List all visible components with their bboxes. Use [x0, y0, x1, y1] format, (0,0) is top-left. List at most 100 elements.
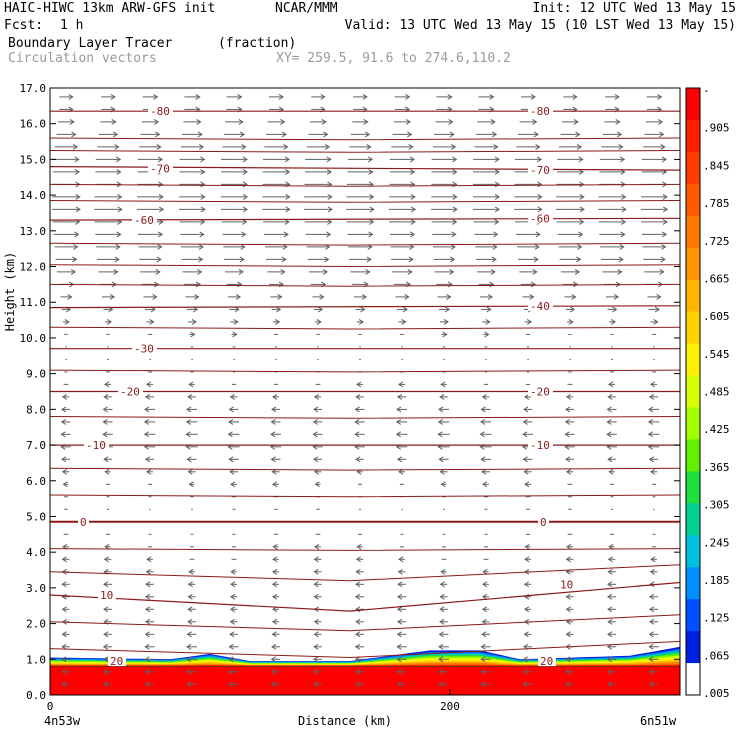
wind-vector-head [647, 418, 654, 425]
wind-vector-head [662, 218, 668, 225]
wind-vector-head [354, 431, 360, 438]
wind-vector-head [449, 131, 455, 138]
wind-vector-head [116, 168, 122, 175]
y-tick-label: 15.0 [20, 153, 47, 166]
wind-vector-head [64, 318, 70, 325]
colorbar-segment [686, 663, 700, 696]
wind-vector-head [439, 593, 445, 600]
wind-vector-head [439, 581, 445, 588]
wind-vector-head [607, 581, 613, 588]
wind-vector-head [648, 406, 654, 413]
wind-vector-head [481, 593, 488, 600]
wind-vector-head [103, 456, 109, 463]
wind-vector-head [440, 568, 446, 575]
wind-vector-head [482, 481, 488, 488]
wind-vector-head [313, 556, 319, 563]
wind-vector-head [324, 256, 330, 263]
wind-vector-head [481, 468, 487, 475]
wind-vector-head [228, 668, 234, 675]
wind-vector-head [648, 393, 655, 400]
wind-vector-head [242, 206, 249, 213]
wind-vector-head [228, 418, 234, 425]
wind-vector-head [158, 206, 165, 213]
wind-vector-head [440, 481, 446, 488]
wind-vector-head [229, 631, 235, 638]
wind-vector-head [438, 656, 444, 663]
wind-vector-head [67, 293, 73, 300]
wind-vector-head [313, 393, 320, 400]
wind-vector-head [229, 393, 235, 400]
wind-vector-head [157, 156, 164, 163]
wind-vector-head [437, 418, 443, 425]
wind-vector-head [442, 331, 448, 338]
wind-vector-head [661, 156, 668, 163]
wind-vector-head [486, 306, 492, 313]
wind-vector-head [327, 206, 333, 213]
wind-vector-head [106, 318, 113, 325]
wind-vector-head [103, 606, 109, 613]
wind-vector-head [661, 243, 667, 250]
wind-vector-head [285, 206, 291, 213]
wind-vector-head [439, 468, 445, 475]
wind-vector-head [61, 393, 68, 400]
contour-line [50, 581, 680, 612]
contour-line [50, 548, 680, 551]
colorbar-segment [686, 343, 700, 376]
wind-vector-head [145, 381, 152, 388]
wind-vector-head [197, 131, 203, 138]
wind-vector-head [313, 568, 319, 575]
wind-vector-head [230, 568, 236, 575]
tracer-band [50, 666, 680, 695]
wind-vector-head [280, 118, 286, 125]
wind-vector-head [156, 256, 162, 263]
wind-vector-head [572, 93, 578, 100]
wind-vector-head [522, 431, 528, 438]
wind-vector-head [271, 593, 278, 600]
wind-vector-head [228, 643, 234, 650]
wind-vector-head [354, 593, 361, 600]
contour-line [50, 467, 680, 471]
wind-vector-head [410, 206, 417, 213]
wind-vector-head [407, 268, 413, 275]
wind-vector-head [649, 568, 655, 575]
contour-label-bg [528, 299, 553, 311]
wind-vector-head [233, 318, 239, 325]
wind-vector-head [364, 131, 371, 138]
wind-vector-head [145, 568, 151, 575]
y-axis-title: Height (km) [3, 252, 17, 331]
contour-line [50, 283, 680, 287]
wind-vector-head [653, 318, 659, 325]
wind-vector-head [188, 481, 194, 488]
wind-vector-head [657, 93, 663, 100]
wind-vector-head [537, 193, 543, 200]
y-tick-label: 16.0 [20, 118, 47, 131]
contour-label-bg [98, 589, 116, 601]
contour-line [50, 369, 680, 373]
wind-vector-head [327, 218, 333, 225]
wind-vector-head [485, 318, 491, 325]
contour-label-bg [528, 105, 553, 117]
wind-vector-head [480, 418, 486, 425]
wind-vector-head [114, 256, 120, 263]
wind-vector-head [242, 156, 248, 163]
wind-vector-head [102, 418, 108, 425]
wind-vector-head [489, 281, 495, 288]
wind-vector-head [146, 556, 152, 563]
wind-vector-head [326, 156, 332, 163]
wind-vector-head [355, 581, 361, 588]
wind-vector-head [396, 606, 403, 613]
wind-vector-head [280, 268, 286, 275]
colorbar-label: .425 [703, 423, 730, 436]
y-tick-label: 13.0 [20, 225, 47, 238]
wind-vector-head [522, 418, 528, 425]
wind-vector-head [270, 456, 276, 463]
contour-line [50, 150, 680, 153]
wind-vector-head [153, 281, 160, 288]
wind-vector-head [607, 393, 613, 400]
wind-vector-head [355, 631, 361, 638]
wind-vector-head [530, 93, 536, 100]
wind-vector-head [408, 256, 414, 263]
wind-vector-head [438, 631, 444, 638]
wind-vector-head [149, 318, 155, 325]
